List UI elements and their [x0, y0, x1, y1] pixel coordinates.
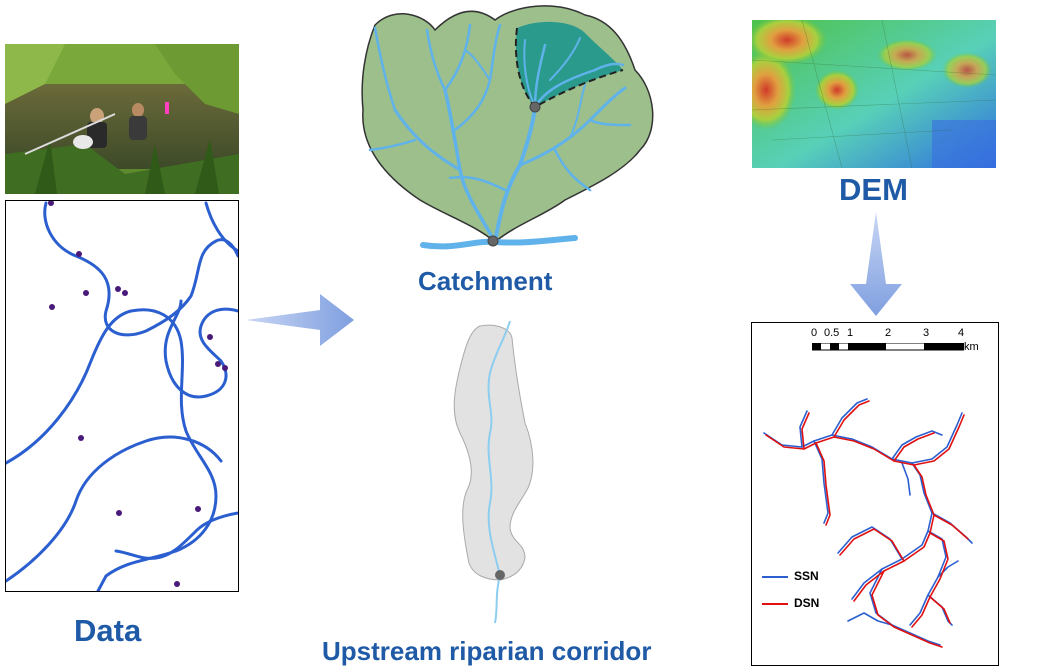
field-photo: [5, 44, 239, 194]
dem-label: DEM: [839, 172, 908, 207]
catchment-label: Catchment: [418, 266, 553, 296]
corridor-label: Upstream riparian corridor: [322, 636, 652, 666]
catchment-diagram: [355, 0, 665, 265]
scale-bar: 0 0.5 1 2 3 4 km: [752, 323, 1000, 363]
legend-dsn-line: [762, 603, 788, 605]
scale-tick-0: 0: [811, 327, 818, 339]
scale-unit: km: [964, 341, 979, 353]
map-legend: SSN DSN: [760, 569, 860, 619]
legend-ssn-label: SSN: [794, 569, 819, 583]
scale-tick-2: 2: [885, 327, 892, 339]
data-map: [4, 200, 240, 593]
stream-network-map: 0 0.5 1 2 3 4 km: [751, 322, 999, 666]
arrow-right-icon: [244, 292, 356, 348]
riparian-corridor-diagram: [440, 318, 540, 628]
arrow-down-icon: [848, 210, 904, 318]
scale-tick-0.5: 0.5: [824, 327, 840, 339]
scale-tick-1: 1: [847, 327, 854, 339]
dem-image: [736, 15, 997, 169]
legend-ssn-line: [762, 576, 788, 578]
legend-dsn-label: DSN: [794, 596, 820, 610]
data-label: Data: [74, 613, 142, 648]
scale-tick-3: 3: [923, 327, 930, 339]
scale-tick-4: 4: [958, 327, 965, 339]
